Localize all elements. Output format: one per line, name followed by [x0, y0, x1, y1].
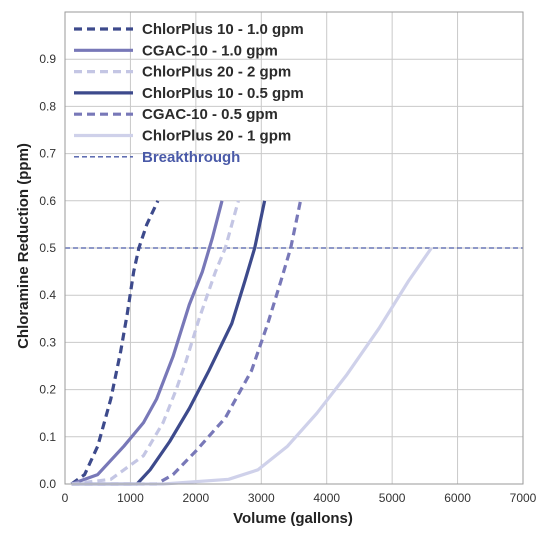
axes: 0 1000 2000 3000 4000 5000 6000 7000 0.0 0.1 0.2 0.… — [39, 11, 537, 505]
y-tick-label: 0.5 — [39, 241, 56, 255]
series-line-1 — [70, 200, 160, 486]
y-tick-label: 0.4 — [39, 288, 56, 302]
legend-label: ChlorPlus 10 - 1.0 gpm — [142, 21, 304, 38]
x-tick-label: 0 — [62, 491, 69, 505]
x-tick-label: 6000 — [444, 491, 471, 505]
series-line-6 — [71, 247, 433, 486]
y-tick-label: 0.9 — [39, 52, 56, 66]
y-tick-label: 0.0 — [39, 477, 56, 491]
series-line-5 — [71, 200, 303, 486]
series-line-4 — [71, 200, 267, 486]
x-tick-label: 7000 — [510, 491, 537, 505]
legend-label: CGAC-10 - 0.5 gpm — [142, 106, 278, 123]
y-tick-label: 0.3 — [39, 335, 56, 349]
x-tick-label: 2000 — [183, 491, 210, 505]
y-tick-label: 0.2 — [39, 383, 56, 397]
legend-label: ChlorPlus 20 - 2 gpm — [142, 64, 291, 81]
x-tick-label: 3000 — [248, 491, 275, 505]
plot-frame — [64, 11, 524, 485]
y-tick-label: 0.7 — [39, 147, 56, 161]
x-tick-label: 1000 — [117, 491, 144, 505]
y-tick-label: 0.1 — [39, 430, 56, 444]
legend: ChlorPlus 10 - 1.0 gpm CGAC-10 - 1.0 gpm C… — [74, 21, 304, 166]
legend-label: CGAC-10 - 1.0 gpm — [142, 42, 278, 59]
series-line-3 — [71, 200, 240, 486]
x-tick-label: 5000 — [379, 491, 406, 505]
y-axis-title: Chloramine Reduction (ppm) — [15, 143, 32, 349]
y-tick-label: 0.6 — [39, 194, 56, 208]
series-line-2 — [70, 200, 224, 486]
x-tick-label: 4000 — [313, 491, 340, 505]
legend-label: ChlorPlus 10 - 0.5 gpm — [142, 85, 304, 102]
y-tick-label: 0.8 — [39, 99, 56, 113]
legend-label: Breakthrough — [142, 149, 240, 166]
legend-label: ChlorPlus 20 - 1 gpm — [142, 128, 291, 145]
x-axis-title: Volume (gallons) — [233, 510, 353, 527]
series-lines — [70, 200, 433, 486]
